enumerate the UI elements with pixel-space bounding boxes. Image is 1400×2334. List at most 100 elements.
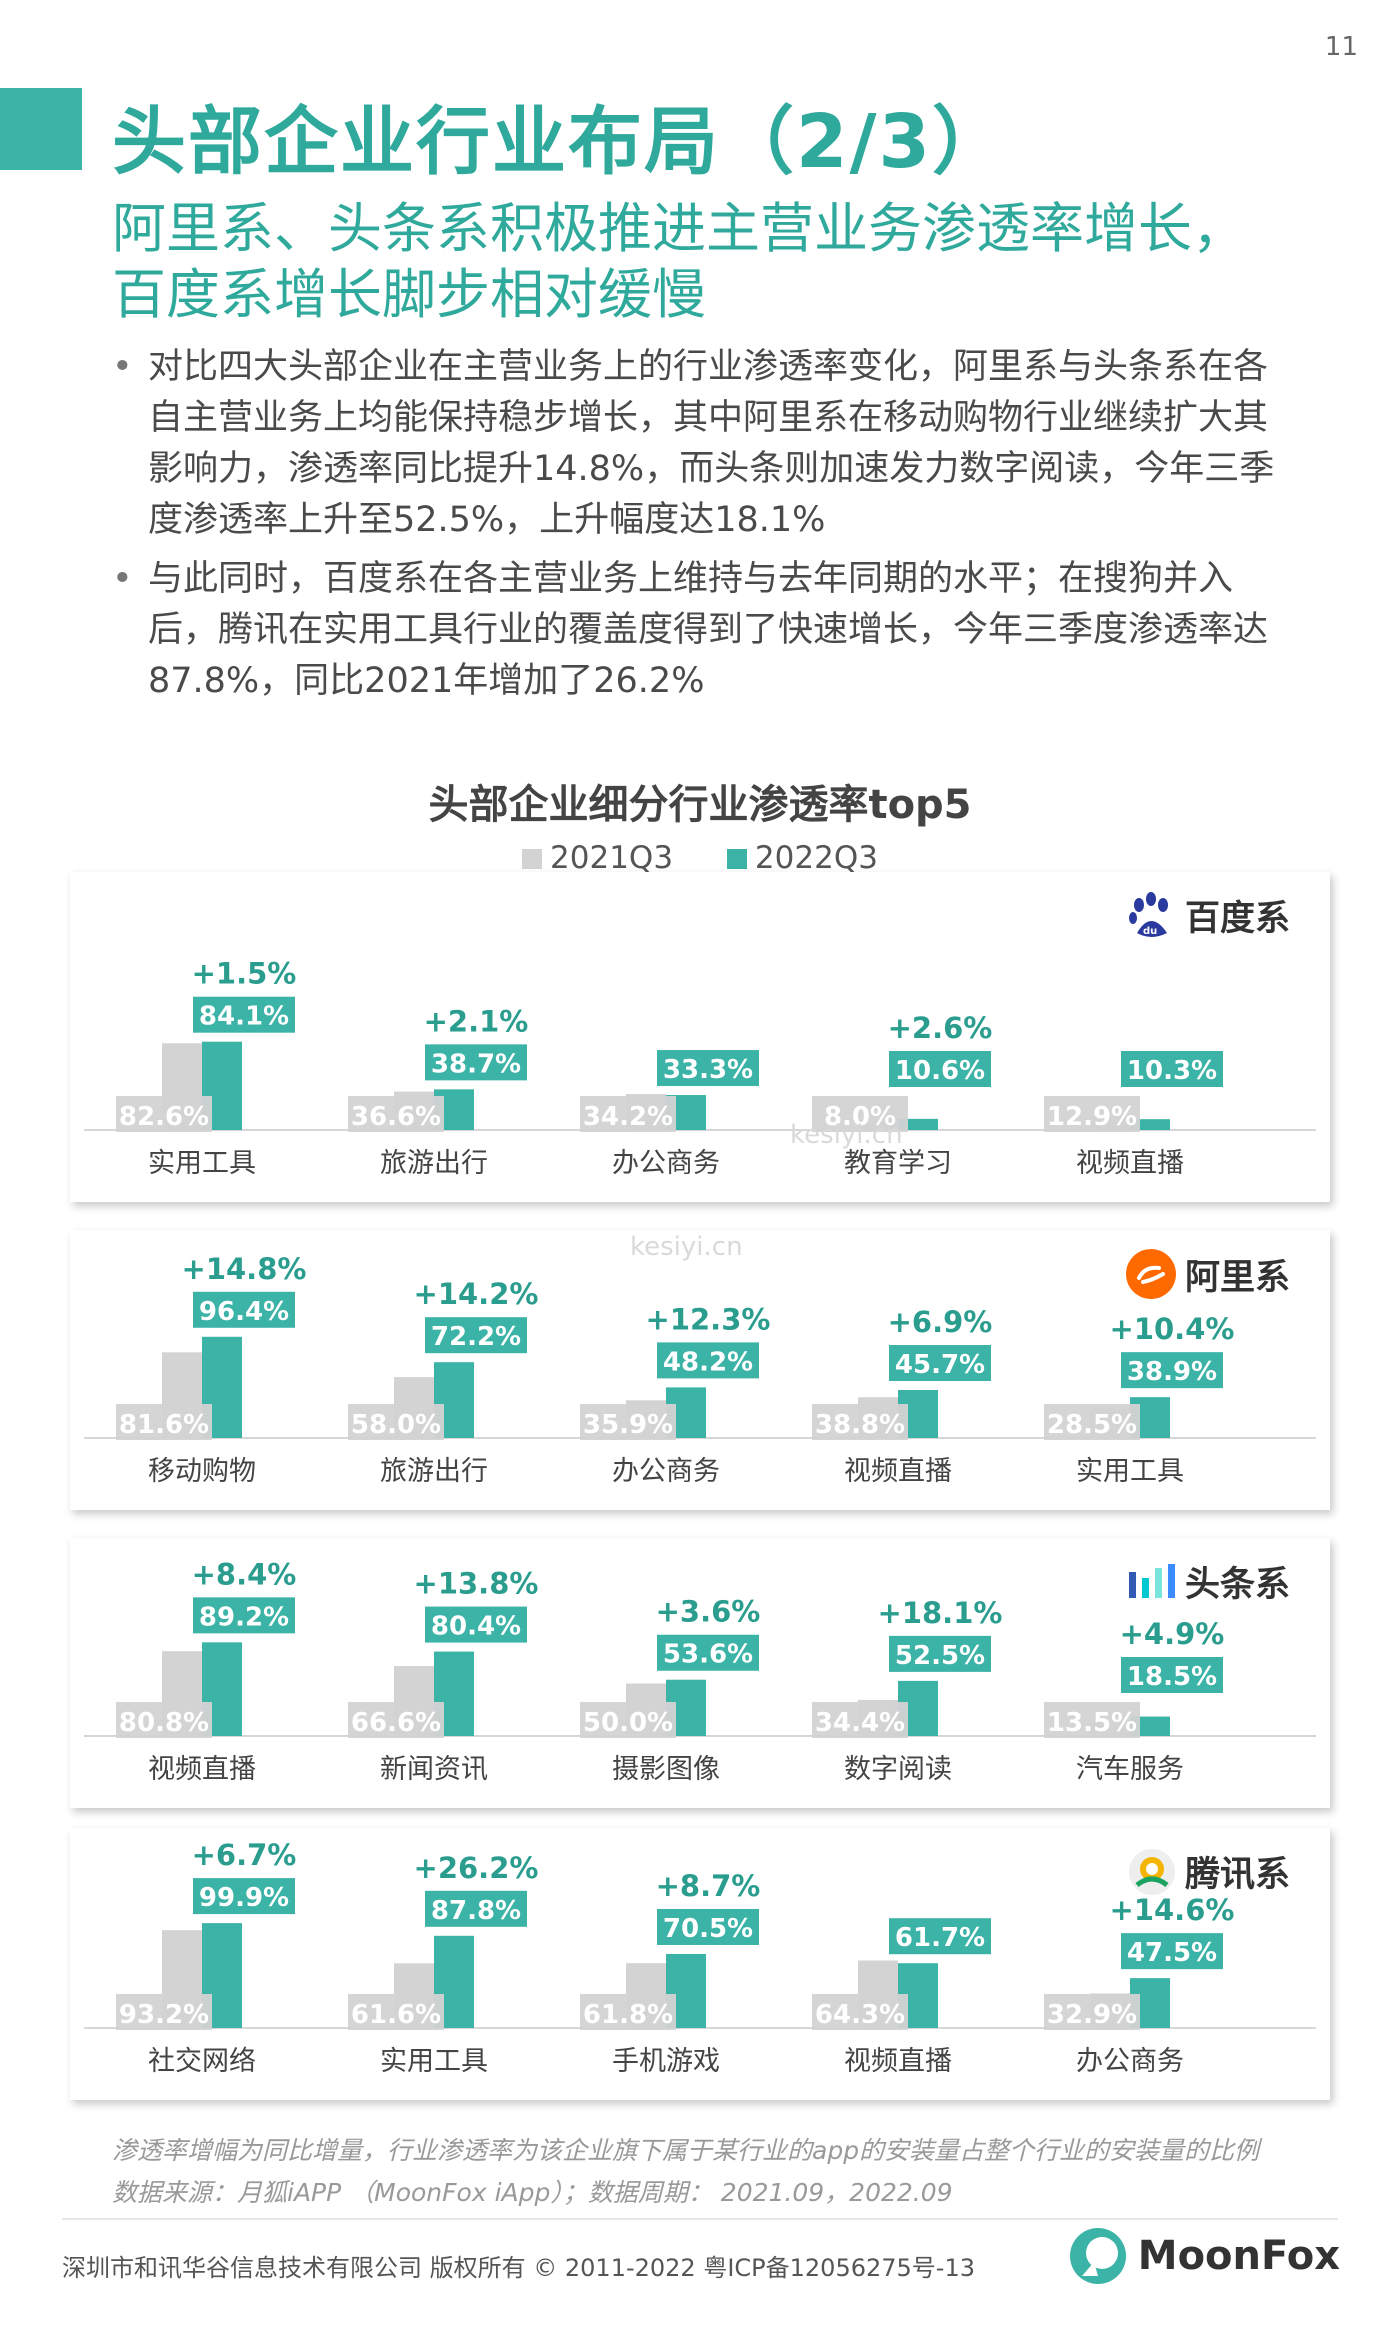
value-label-box-2022 <box>423 1042 529 1083</box>
value-label-box-2022 <box>191 1595 297 1636</box>
page-subtitle: 阿里系、头条系积极推进主营业务渗透率增长， 百度系增长脚步相对缓慢 <box>112 196 1352 328</box>
value-label-2022: 99.9% <box>199 1883 289 1913</box>
value-label-box-2021 <box>580 1096 676 1132</box>
value-label-box-2022 <box>1119 1931 1225 1972</box>
value-label-2021: 35.9% <box>583 1410 673 1440</box>
category-label: 旅游出行 <box>380 1456 488 1487</box>
value-label-2021: 66.6% <box>351 1708 441 1738</box>
delta-label: +1.5% <box>192 957 297 991</box>
value-label-box-2022 <box>423 1888 529 1929</box>
value-label-2022: 45.7% <box>895 1350 985 1380</box>
value-label-2021: 61.6% <box>351 2000 441 2030</box>
value-label-box-2021 <box>1044 1096 1140 1132</box>
brand-badge: 腾讯系 <box>1127 1846 1290 1897</box>
bar-2022 <box>898 1118 938 1130</box>
brand-name: 阿里系 <box>1184 1257 1290 1298</box>
bytedance-bars-icon <box>1128 1563 1175 1598</box>
value-label-box-2021 <box>348 1702 444 1738</box>
brand-badge: du 百度系 <box>1127 890 1290 941</box>
value-label-box-2022 <box>655 1906 761 1947</box>
delta-label: +2.6% <box>888 1011 993 1045</box>
category-label: 视频直播 <box>844 1456 952 1487</box>
delta-label: +18.1% <box>878 1596 1003 1630</box>
footer-divider <box>62 2218 1338 2220</box>
value-label-2021: 36.6% <box>351 1102 441 1132</box>
value-label-2021: 61.8% <box>583 2000 673 2030</box>
value-label-box-2021 <box>580 1994 676 2030</box>
value-label-2021: 12.9% <box>1047 1102 1137 1132</box>
value-label-box-2022 <box>887 1049 993 1089</box>
page-title: 头部企业行业布局（2/3） <box>112 99 1009 185</box>
brand-badge: 阿里系 <box>1125 1248 1290 1300</box>
bar-chart: 81.6% 96.4% +14.8% 移动购物 58.0% 72.2% +14.2% 旅游出行… <box>84 1252 1316 1487</box>
value-label-2022: 47.5% <box>1127 1938 1217 1968</box>
value-label-box-2022 <box>1119 1049 1225 1089</box>
brand-name: 百度系 <box>1184 899 1290 939</box>
category-label: 办公商务 <box>612 1148 720 1179</box>
page-number: 11 <box>1324 32 1358 62</box>
category-label: 摄影图像 <box>612 1754 720 1785</box>
svg-text:du: du <box>1143 926 1157 937</box>
delta-label: +2.1% <box>424 1004 529 1038</box>
category-label: 移动购物 <box>148 1456 256 1487</box>
value-label-box-2022 <box>1119 1655 1225 1695</box>
legend-label: 2021Q3 <box>550 840 674 876</box>
value-label-2022: 33.3% <box>663 1055 753 1085</box>
value-label-2021: 50.0% <box>583 1708 673 1738</box>
value-label-2021: 34.4% <box>815 1708 905 1738</box>
footer-logo: MoonFox <box>1068 2226 1340 2286</box>
value-label-box-2022 <box>191 1289 297 1330</box>
delta-label: +8.4% <box>192 1557 297 1591</box>
chart-panel: 头条系 80.8% 89.2% +8.4% 视频直播 66.6% 80.4% +13.8% 新… <box>70 1538 1330 1808</box>
value-label-box-2021 <box>116 1404 212 1440</box>
legend-item-2022: 2022Q3 <box>726 840 878 876</box>
value-label-box-2022 <box>655 1048 761 1089</box>
bullet-list: 对比四大头部企业在主营业务上的行业渗透率变化，阿里系与头条系在各自主营业务上均能… <box>112 342 1302 715</box>
value-label-box-2022 <box>191 1876 297 1917</box>
delta-label: +26.2% <box>414 1851 539 1885</box>
value-label-2021: 81.6% <box>119 1410 209 1440</box>
value-label-box-2022 <box>887 1343 993 1384</box>
value-label-box-2022 <box>655 1340 761 1381</box>
value-label-box-2022 <box>423 1604 529 1645</box>
value-label-2022: 87.8% <box>431 1896 521 1926</box>
title-accent-bar <box>0 88 82 170</box>
delta-label: +12.3% <box>646 1302 771 1336</box>
category-label: 办公商务 <box>612 1456 720 1487</box>
category-label: 实用工具 <box>380 2046 488 2077</box>
chart-legend: 2021Q3 2022Q3 <box>0 840 1400 876</box>
legend-swatch-gray <box>522 849 543 869</box>
delta-label: +10.4% <box>1110 1312 1235 1346</box>
value-label-2022: 72.2% <box>431 1322 521 1352</box>
value-label-2022: 38.7% <box>431 1049 521 1079</box>
footnotes: 渗透率增幅为同比增量，行业渗透率为该企业旗下属于某行业的app的安装量占整个行业… <box>112 2130 1259 2214</box>
delta-label: +6.7% <box>192 1838 297 1872</box>
value-label-2021: 32.9% <box>1047 2000 1137 2030</box>
value-label-box-2021 <box>116 1994 212 2030</box>
brand-badge: 头条系 <box>1127 1556 1290 1607</box>
bar-chart: 82.6% 84.1% +1.5% 实用工具 36.6% 38.7% +2.1% 旅游出行 34… <box>84 957 1316 1179</box>
value-label-box-2022 <box>423 1315 529 1356</box>
value-label-box-2021 <box>1044 1994 1140 2030</box>
value-label-2021: 34.2% <box>583 1102 673 1132</box>
value-label-2022: 96.4% <box>199 1297 289 1327</box>
value-label-2022: 10.3% <box>1127 1056 1217 1086</box>
value-label-2022: 89.2% <box>199 1602 289 1632</box>
subtitle-line: 阿里系、头条系积极推进主营业务渗透率增长， <box>112 197 1246 260</box>
value-label-2022: 18.5% <box>1127 1662 1217 1692</box>
bar-chart: 80.8% 89.2% +8.4% 视频直播 66.6% 80.4% +13.8% 新闻资讯 5… <box>84 1557 1316 1785</box>
chart-panel: 腾讯系 93.2% 99.9% +6.7% 社交网络 61.6% 87.8% +26.2% 实… <box>70 1828 1330 2100</box>
footnote-line: 渗透率增幅为同比增量，行业渗透率为该企业旗下属于某行业的app的安装量占整个行业… <box>112 2136 1260 2165</box>
watermark: kesiyi.cn <box>630 1232 743 1262</box>
value-label-box-2022 <box>191 994 297 1035</box>
value-label-box-2022 <box>887 1633 993 1674</box>
brand-name: 腾讯系 <box>1184 1855 1290 1895</box>
value-label-2021: 58.0% <box>351 1410 441 1440</box>
bullet-item: 对比四大头部企业在主营业务上的行业渗透率变化，阿里系与头条系在各自主营业务上均能… <box>112 342 1302 546</box>
value-label-2021: 82.6% <box>119 1102 209 1132</box>
value-label-box-2021 <box>812 1404 908 1440</box>
chart-panel: du 百度系 82.6% 84.1% +1.5% 实用工具 36.6% 38.7% +2.1… <box>70 872 1330 1202</box>
value-label-2022: 10.6% <box>895 1056 985 1086</box>
value-label-box-2022 <box>887 1916 993 1957</box>
value-label-box-2021 <box>580 1404 676 1440</box>
